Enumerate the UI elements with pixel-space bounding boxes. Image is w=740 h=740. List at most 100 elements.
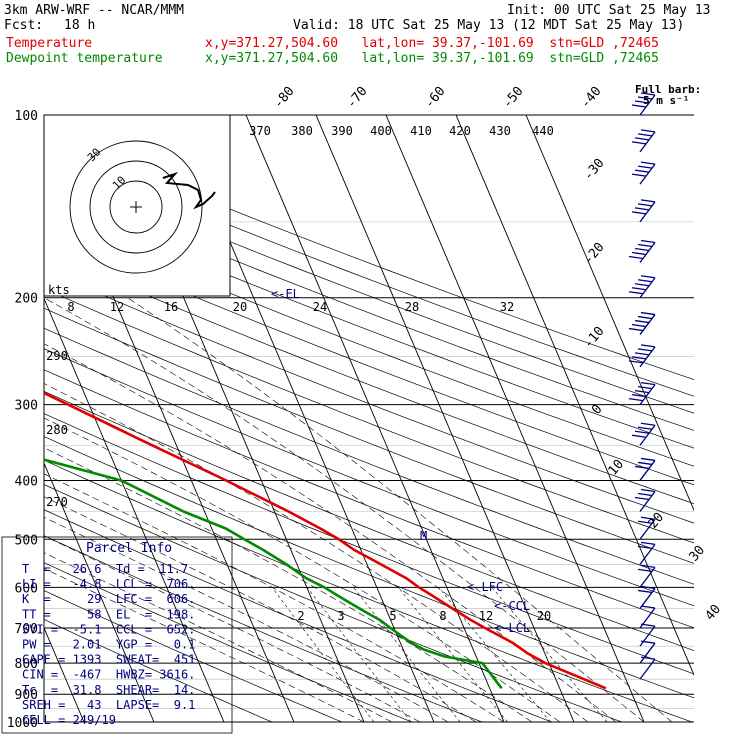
- wind-barb: [631, 161, 656, 185]
- dry-adiabat: [44, 618, 273, 722]
- barb-feather: [634, 430, 650, 434]
- barb-feather: [634, 389, 650, 394]
- theta-label: 440: [532, 124, 554, 138]
- parcel-info-row: CIN = -467 HWBZ= 3616.: [22, 668, 195, 682]
- isotherm: [455, 115, 694, 677]
- barb-staff: [639, 131, 656, 153]
- isotherm-label: -50: [500, 84, 527, 112]
- mixing-ratio-label: 20: [537, 609, 551, 623]
- parcel-info-row: CELL = 249/19: [22, 713, 116, 727]
- pressure-label: 100: [15, 109, 38, 124]
- hodograph-ring: [89, 160, 183, 254]
- dry-adiabat: [44, 413, 694, 675]
- barb-feather: [634, 319, 650, 324]
- moist-adiabat: [44, 383, 589, 722]
- barb-staff: [639, 460, 656, 481]
- wind-barbs: [628, 92, 656, 680]
- wind-barb: [631, 422, 656, 446]
- legend-dewpoint-name: Dewpoint temperature: [6, 51, 163, 66]
- wind-barb: [631, 92, 656, 116]
- ccl-marker: <-CCL: [494, 599, 530, 613]
- barb-feather: [640, 381, 656, 386]
- pressure-label: 700: [15, 622, 38, 637]
- dry-adiabat: [44, 180, 694, 431]
- theta-label: 370: [249, 124, 271, 138]
- moist-adiabat: [44, 343, 617, 722]
- wind-barb: [628, 344, 656, 368]
- dry-adiabat: [44, 590, 343, 722]
- theta-e-label: 270: [46, 495, 68, 509]
- barb-staff: [639, 658, 656, 680]
- barb-feather: [637, 133, 653, 137]
- barb-feather: [637, 348, 653, 352]
- parcel-info-row: SREH = 43 LAPSE= 9.1: [22, 698, 195, 712]
- forecast-value: 18 h: [64, 18, 96, 33]
- barb-feather: [631, 141, 647, 145]
- wind-barb: [639, 623, 656, 647]
- barb-feather: [631, 173, 647, 177]
- theta-e-label: 280: [46, 423, 68, 437]
- barb-feather: [634, 247, 650, 252]
- barb-feather: [637, 96, 653, 100]
- parcel-info-box: [1, 536, 233, 734]
- dry-adiabat: [44, 509, 553, 722]
- mixing-ratio-label: 8: [439, 609, 446, 623]
- dry-adiabat: [44, 327, 694, 585]
- barb-feather: [640, 564, 656, 568]
- barb-feather: [628, 360, 644, 364]
- barb-feather: [631, 356, 647, 360]
- pressure-label: 1000: [7, 716, 38, 731]
- barb-staff: [639, 201, 656, 223]
- hodograph-speed-label: 28: [405, 300, 419, 314]
- barb-staff: [639, 588, 656, 609]
- barb-feather: [631, 251, 647, 256]
- barb-feather: [640, 656, 656, 660]
- barb-feather: [637, 520, 653, 524]
- barb-feather: [637, 315, 653, 320]
- barb-staff: [639, 242, 656, 263]
- barb-staff: [639, 163, 656, 185]
- wind-barb: [634, 488, 656, 512]
- isotherm: [44, 462, 155, 722]
- pressure-label: 900: [15, 688, 38, 703]
- pressure-label: 600: [15, 581, 38, 596]
- barb-feather: [634, 207, 650, 211]
- barb-feather: [640, 92, 656, 96]
- parcel-info-row: Tc = 31.8 SHEAR= 14.: [22, 683, 195, 697]
- barb-feather: [634, 169, 650, 173]
- legend-temperature-name: Temperature: [6, 36, 93, 51]
- barb-feather: [628, 397, 644, 402]
- barb-feather: [640, 344, 656, 348]
- lcl-marker: <-LCL: [494, 621, 530, 635]
- moist-adiabat: [44, 417, 561, 722]
- hodograph-speed-label: 20: [233, 300, 247, 314]
- forecast-label: Fcst:: [4, 18, 44, 33]
- hodograph-speed-label: 24: [313, 300, 327, 314]
- dry-adiabat: [44, 348, 694, 607]
- moist-adiabat: [44, 568, 365, 722]
- mixing-ratio-label: 3: [337, 609, 344, 623]
- barb-feather: [634, 465, 650, 470]
- wind-barb: [639, 656, 656, 680]
- barb-feather: [637, 243, 653, 248]
- moist-adiabat: [44, 516, 449, 722]
- barb-feather: [628, 255, 644, 260]
- isotherm: [245, 115, 505, 722]
- isotherm-label: 30: [687, 543, 709, 565]
- hodograph-speed-label: 32: [500, 300, 514, 314]
- moist-adiabat: [44, 496, 477, 722]
- isotherm-label: -10: [581, 324, 608, 352]
- parcel-info-row: CAPE = 1393 SWEAT= 451: [22, 653, 195, 667]
- barb-feather: [637, 279, 653, 283]
- barb-feather: [637, 568, 653, 572]
- barb-feather: [637, 492, 653, 497]
- barb-feather: [640, 275, 656, 279]
- parcel-info-row: LI = -4.8 LCL = 706.: [22, 577, 195, 591]
- dry-adiabat: [44, 535, 483, 722]
- barb-feather: [640, 457, 656, 462]
- wind-barb: [639, 640, 656, 664]
- parcel-info-row: T = 26.6 Td = 11.7: [22, 562, 188, 576]
- wind-barb: [628, 311, 656, 335]
- barb-feather: [640, 311, 656, 316]
- barb-feather: [631, 323, 647, 328]
